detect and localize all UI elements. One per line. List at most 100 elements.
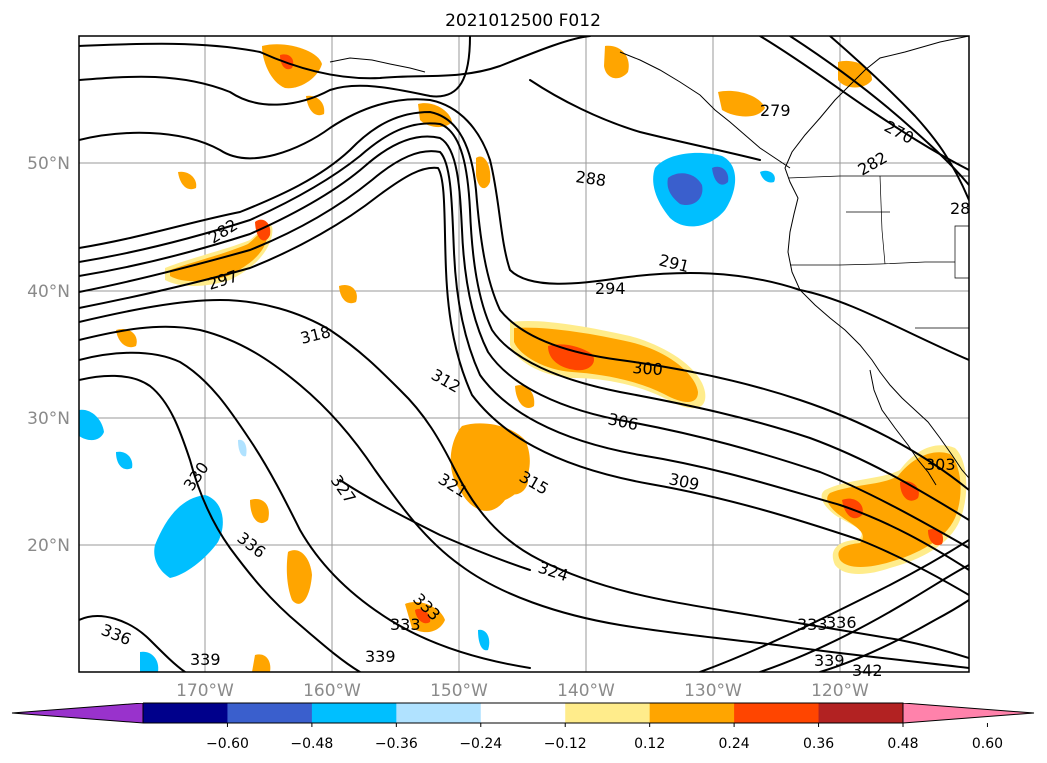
lat-label-50n: 50°N <box>27 154 70 174</box>
longitude-labels: 170°W 160°W 150°W 140°W 130°W 120°W <box>176 681 869 701</box>
shade-orange-17 <box>116 328 137 348</box>
colorbar-segment <box>143 703 228 723</box>
shade-orange-12 <box>286 550 312 604</box>
colorbar-segment <box>734 703 820 723</box>
shade-orange-15 <box>252 654 271 672</box>
colorbar-ticks: −0.60 −0.48 −0.36 −0.24 −0.12 0.12 0.24 0.36 0.4… <box>206 723 1003 752</box>
shade-orange-18 <box>515 385 535 408</box>
contour-line-19 <box>829 36 969 201</box>
colorbar-tick-label: −0.24 <box>459 736 502 752</box>
shade-red-orange-1 <box>548 344 595 371</box>
shade-orange-9 <box>838 60 872 88</box>
colorbar-extend-low <box>12 703 143 723</box>
contour-line-1 <box>79 36 591 80</box>
contour-label: 303 <box>925 455 956 474</box>
lon-label-150w: 150°W <box>430 681 488 701</box>
shade-royal-blue-1 <box>667 173 703 206</box>
shade-orange-20 <box>178 171 197 190</box>
shade-red-orange-5 <box>255 219 271 241</box>
height-contours <box>79 36 969 672</box>
colorbar-segment <box>227 703 313 723</box>
shade-orange-4 <box>827 452 961 567</box>
shade-deep-sky-blue-5 <box>140 651 159 672</box>
colorbar: −0.60 −0.48 −0.36 −0.24 −0.12 0.12 0.24 0.36 0.4… <box>11 702 1035 752</box>
colorbar-extend-high <box>903 703 1034 723</box>
shade-light-blue-1 <box>238 439 247 457</box>
colorbar-tick-label: −0.48 <box>290 736 333 752</box>
lon-label-120w: 120°W <box>811 681 869 701</box>
coastlines <box>329 36 969 486</box>
shade-orange-14 <box>250 498 269 524</box>
shade-orange-11 <box>476 156 491 189</box>
lon-label-160w: 160°W <box>303 681 361 701</box>
shaded-field <box>79 44 967 672</box>
colorbar-segments <box>12 703 1034 723</box>
contour-label: 288 <box>574 167 607 190</box>
contour-line-21 <box>339 479 531 571</box>
colorbar-segment <box>480 703 566 723</box>
figure-title: 2021012500 F012 <box>445 11 601 31</box>
contour-label: 294 <box>595 279 626 298</box>
coastline-baja <box>869 369 937 486</box>
border-us-canada <box>787 175 969 179</box>
shade-deep-sky-blue-4 <box>116 451 133 470</box>
contour-line-4 <box>79 111 969 491</box>
coastline-north-america <box>784 36 969 479</box>
colorbar-tick-label: −0.36 <box>375 736 418 752</box>
lat-label-40n: 40°N <box>27 282 70 302</box>
contour-label: 333 <box>797 615 828 634</box>
colorbar-outline <box>11 702 1035 724</box>
contour-label: 339 <box>190 650 221 669</box>
map-frame <box>78 35 970 673</box>
lon-label-130w: 130°W <box>684 681 742 701</box>
shade-deep-sky-blue-3 <box>79 409 104 441</box>
latitude-labels: 50°N 40°N 30°N 20°N <box>27 154 70 556</box>
shade-red-orange-3 <box>900 481 919 501</box>
shade-red-orange-4 <box>928 528 944 546</box>
shade-orange-5 <box>170 230 268 282</box>
contour-line-18 <box>789 36 969 186</box>
contour-line-10 <box>79 325 969 669</box>
colorbar-tick-label: 0.48 <box>887 736 918 752</box>
border-state-1 <box>790 261 955 266</box>
shade-orange-8 <box>718 90 765 117</box>
contour-line-9 <box>79 299 969 659</box>
colorbar-tick-label: −0.12 <box>544 736 587 752</box>
colorbar-segment <box>818 703 904 723</box>
colorbar-tick-label: 0.12 <box>634 736 665 752</box>
colorbar-segment <box>565 703 651 723</box>
colorbar-segment <box>396 703 482 723</box>
shade-orange-10 <box>418 103 452 128</box>
lon-label-170w: 170°W <box>176 681 234 701</box>
colorbar-segment <box>311 703 397 723</box>
border-state-2 <box>879 175 886 265</box>
lat-label-20n: 20°N <box>27 536 70 556</box>
lon-label-140w: 140°W <box>557 681 615 701</box>
colorbar-tick-label: 0.60 <box>972 736 1003 752</box>
shade-royal-blue-2 <box>712 166 729 185</box>
contour-line-14 <box>699 539 969 672</box>
contour-line-11 <box>79 351 531 669</box>
contour-line-17 <box>759 36 969 171</box>
contour-line-6 <box>79 135 969 549</box>
contour-line-8 <box>79 166 969 596</box>
coastline-aleutians <box>329 57 426 73</box>
contour-line-5 <box>79 122 969 521</box>
contour-label: 300 <box>632 358 664 379</box>
contour-label: 336 <box>826 613 857 632</box>
contour-line-3 <box>79 98 969 361</box>
shade-orange-7 <box>604 45 629 79</box>
shade-orange-16 <box>339 284 357 304</box>
shade-deep-sky-blue-6 <box>478 629 490 651</box>
contour-line-20 <box>529 79 761 161</box>
colorbar-tick-label: −0.60 <box>206 736 249 752</box>
contour-line-15 <box>759 564 969 672</box>
contour-label: 28 <box>950 199 970 218</box>
coastline-alaska-panhandle <box>619 51 791 169</box>
contour-line-7 <box>79 150 969 571</box>
contour-line-2 <box>79 36 471 106</box>
contour-label: 339 <box>365 647 396 666</box>
colorbar-segment <box>649 703 735 723</box>
shade-orange-3 <box>505 463 528 495</box>
contour-line-12 <box>79 374 361 672</box>
